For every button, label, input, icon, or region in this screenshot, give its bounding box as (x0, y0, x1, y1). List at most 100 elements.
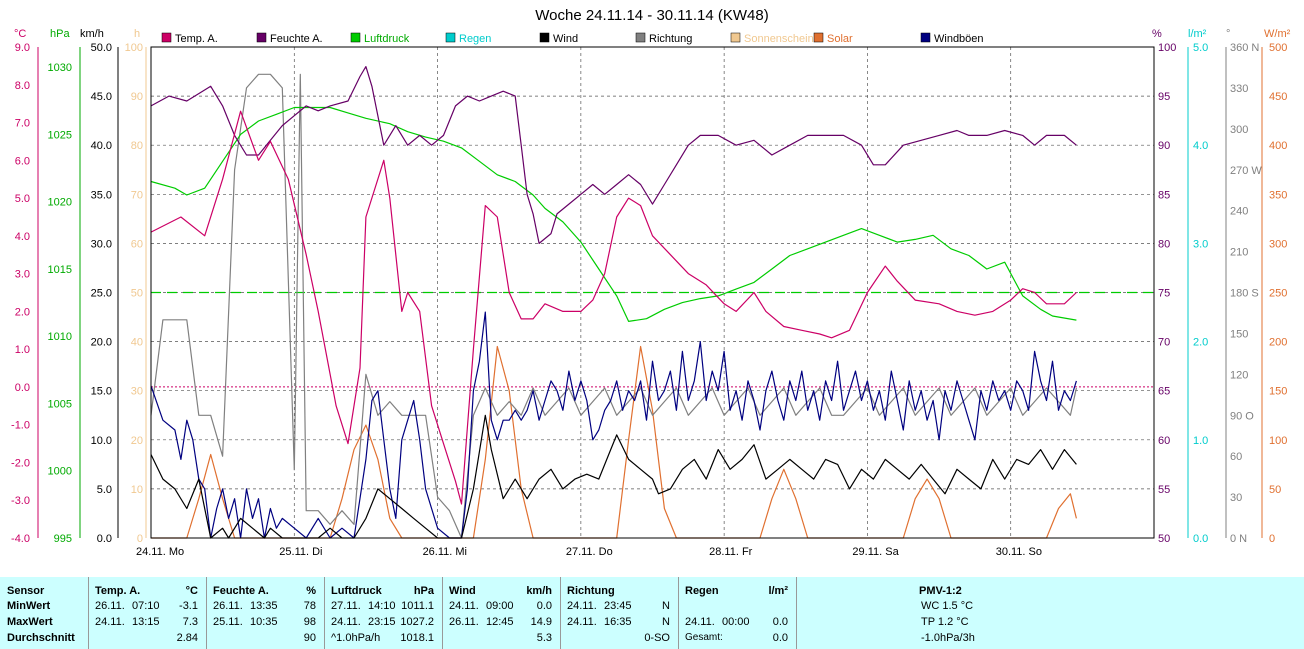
direction-avg-value: 0-SO (644, 632, 670, 644)
row-label-min: MinWert (7, 600, 51, 612)
right-axis-tick-humidity: 95 (1158, 91, 1170, 103)
left-axis-tick-wind: 40.0 (91, 140, 112, 152)
left-axis-tick-pressure: 1030 (48, 62, 72, 74)
right-axis-tick-rain: 3.0 (1193, 238, 1208, 250)
right-axis-tick-solar: 500 (1269, 42, 1287, 54)
pmv-pressure-trend: -1.0hPa/3h (921, 632, 975, 644)
wind-max-date: 26.11. (449, 616, 479, 628)
humidity-max-value: 98 (303, 616, 316, 628)
left-axis-tick-wind: 10.0 (91, 435, 112, 447)
direction-max-time: 16:35 (604, 616, 632, 628)
left-axis-tick-temp: 6.0 (15, 155, 30, 167)
left-axis-tick-wind: 30.0 (91, 238, 112, 250)
legend-swatch (920, 32, 931, 43)
pmv-header: PMV-1:2 (919, 585, 962, 597)
rain-total-label: Gesamt: (685, 632, 723, 643)
left-axis-tick-temp: -2.0 (11, 457, 30, 469)
humidity-unit: % (306, 585, 316, 597)
right-axis-tick-direction: 60 (1230, 451, 1242, 463)
right-axis-tick-humidity: 55 (1158, 484, 1170, 496)
right-axis-tick-direction: 90 O (1230, 410, 1254, 422)
legend-label: Luftdruck (364, 33, 410, 45)
x-axis-tick-label: 25.11. Di (279, 546, 322, 558)
left-axis-tick-temp: -3.0 (11, 495, 30, 507)
humidity-header: Feuchte A. (213, 585, 269, 597)
row-label-max: MaxWert (7, 616, 53, 628)
left-axis-tick-temp: 9.0 (15, 42, 30, 54)
left-axis-tick-pressure: 995 (54, 533, 72, 545)
legend-swatch (256, 32, 267, 43)
right-axis-tick-humidity: 65 (1158, 386, 1170, 398)
wind-min-date: 24.11. (449, 600, 479, 612)
series-luftdruck (150, 106, 1077, 322)
axis-unit-label: ° (1226, 28, 1230, 40)
row-label-avg: Durchschnitt (7, 632, 75, 644)
axis-unit-label: % (1152, 28, 1162, 40)
pressure-max-value: 1027.2 (400, 616, 434, 628)
legend-item: Wind (539, 32, 578, 45)
legend-item: Solar (813, 32, 853, 45)
direction-min-time: 23:45 (604, 600, 632, 612)
direction-min-date: 24.11. (567, 600, 597, 612)
rain-max-time: 00:00 (722, 616, 750, 628)
left-axis-tick-temp: -4.0 (11, 533, 30, 545)
wind-max-value: 14.9 (530, 616, 552, 628)
row-labels-column: Sensor MinWert MaxWert Durchschnitt (0, 577, 88, 649)
axis-unit-label: h (134, 28, 140, 40)
right-axis-tick-solar: 450 (1269, 91, 1287, 103)
right-axis-tick-humidity: 90 (1158, 140, 1170, 152)
wind-min-time: 09:00 (486, 600, 514, 612)
pressure-min-date: 27.11. (331, 600, 361, 612)
right-axis-tick-humidity: 75 (1158, 288, 1170, 300)
rain-max-date: 24.11. (685, 616, 715, 628)
legend-label: Richtung (649, 33, 692, 45)
pressure-avg-value: 1018.1 (400, 632, 434, 644)
weather-chart: Woche 24.11.14 - 30.11.14 (KW48) Temp. A… (11, 7, 1291, 558)
legend-swatch (161, 32, 172, 43)
wind-max-time: 12:45 (486, 616, 514, 628)
left-axis-tick-pressure: 1020 (48, 197, 72, 209)
x-axis-tick-label: 28.11. Fr (709, 546, 753, 558)
temp-unit: °C (185, 585, 198, 597)
legend-swatch (539, 32, 550, 43)
humidity-avg-value: 90 (303, 632, 316, 644)
series-group (150, 65, 1077, 539)
temp-max-time: 13:15 (132, 616, 160, 628)
pressure-min-time: 14:10 (368, 600, 396, 612)
rain-header: Regen (685, 585, 719, 597)
direction-max-date: 24.11. (567, 616, 597, 628)
direction-max-value: N (662, 616, 670, 628)
legend-item: Feuchte A. (256, 32, 323, 45)
legend-label: Wind (553, 33, 578, 45)
right-axis-tick-rain: 1.0 (1193, 435, 1208, 447)
left-axis-tick-wind: 45.0 (91, 91, 112, 103)
legend-item: Sonnenschein (730, 32, 814, 45)
row-label-sensor: Sensor (7, 585, 45, 597)
left-axis-tick-pressure: 1010 (48, 331, 72, 343)
temp-avg-value: 2.84 (176, 632, 198, 644)
left-axis-tick-wind: 20.0 (91, 337, 112, 349)
temp-header: Temp. A. (95, 585, 141, 597)
x-axis-tick-label: 26.11. Mi (423, 546, 467, 558)
wind-unit: km/h (526, 585, 552, 597)
wind-min-value: 0.0 (536, 600, 552, 612)
left-axis-tick-sun: 70 (131, 189, 143, 201)
legend-item: Windböen (920, 32, 984, 45)
pressure-header: Luftdruck (331, 585, 382, 597)
plot-frame (150, 46, 1155, 539)
right-axis-tick-solar: 200 (1269, 337, 1287, 349)
right-axis-tick-direction: 360 N (1230, 42, 1259, 54)
axis-unit-label: l/m² (1188, 28, 1207, 40)
pressure-min-value: 1011.1 (401, 600, 434, 612)
left-axis-tick-wind: 25.0 (91, 288, 112, 300)
right-axis-tick-solar: 100 (1269, 435, 1287, 447)
direction-column: Richtung 24.11. 23:45 N 24.11. 16:35 N 0… (560, 577, 678, 649)
left-axis-tick-pressure: 1025 (48, 129, 72, 141)
series-richtung (150, 73, 1077, 539)
right-axis-tick-rain: 4.0 (1193, 140, 1208, 152)
legend-swatch (635, 32, 646, 43)
legend-swatch (445, 32, 456, 43)
left-axis-tick-pressure: 1000 (48, 466, 72, 478)
right-axis-tick-solar: 350 (1269, 189, 1287, 201)
right-axis-tick-direction: 210 (1230, 247, 1248, 259)
